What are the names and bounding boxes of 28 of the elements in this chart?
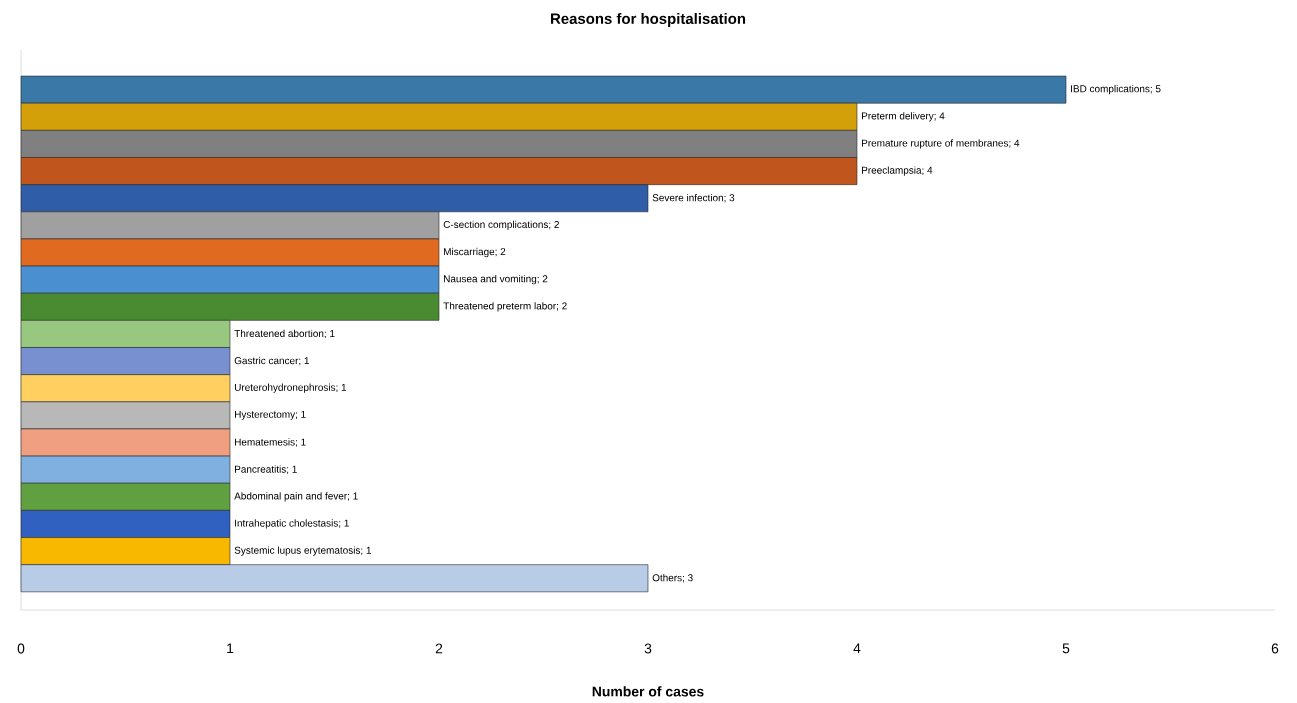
data-label: Nausea and vomiting; 2 — [444, 275, 548, 285]
data-label: C-section complications; 2 — [443, 220, 559, 230]
data-label: Preeclampsia; 4 — [862, 166, 933, 176]
x-axis-title: Number of cases — [592, 686, 704, 697]
data-label: Pancreatitis; 1 — [235, 465, 297, 474]
data-label: Gastric cancer; 1 — [234, 356, 310, 366]
data-label: Premature rupture of membranes; 4 — [862, 139, 1020, 149]
x-tick-label: 5 — [1062, 643, 1070, 654]
x-tick-label: 2 — [435, 643, 443, 654]
data-label: IBD complications; 5 — [1071, 84, 1161, 95]
data-label: Threatened abortion; 1 — [234, 329, 335, 339]
x-tick-label: 0 — [17, 643, 25, 654]
data-label: Others; 3 — [652, 574, 693, 583]
data-label: Threatened preterm labor; 2 — [443, 302, 567, 312]
data-label: Intrahepatic cholestasis; 1 — [235, 519, 349, 529]
data-label: Hematemesis; 1 — [235, 438, 306, 447]
x-tick-label: 1 — [227, 643, 234, 654]
chart-title: Reasons for hospitalisation — [551, 13, 746, 27]
x-tick-label: 4 — [853, 643, 861, 654]
data-label: Abdominal pain and fever; 1 — [234, 492, 358, 502]
x-tick-label: 6 — [1271, 643, 1279, 654]
x-tick-label: 3 — [644, 643, 652, 654]
data-label: Severe infection; 3 — [652, 193, 735, 203]
data-label: Ureterohydronephrosis; 1 — [234, 383, 347, 393]
data-label: Miscarriage; 2 — [444, 247, 506, 258]
data-label: Preterm delivery; 4 — [862, 112, 945, 122]
data-label: Hysterectomy; 1 — [235, 410, 306, 420]
data-label: Systemic lupus erytematosis; 1 — [234, 546, 372, 556]
